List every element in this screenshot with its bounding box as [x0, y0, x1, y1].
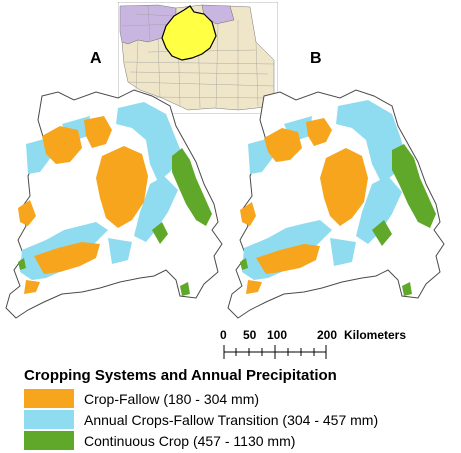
legend-label-continuous-crop: Continuous Crop (457 - 1130 mm) — [84, 432, 296, 449]
scale-tick-200: 200 — [317, 328, 338, 342]
continuous-crop-zone — [402, 282, 412, 296]
legend-label-transition: Annual Crops-Fallow Transition (304 - 45… — [84, 411, 379, 428]
legend-swatch-transition — [24, 410, 74, 429]
panel-label-a: A — [90, 50, 102, 67]
continuous-crop-zone — [180, 282, 190, 296]
scale-unit: Kilometers — [344, 328, 407, 342]
crop-fallow-zone — [42, 126, 82, 164]
scale-tick-0: 0 — [220, 328, 227, 342]
transition-zone — [336, 100, 406, 184]
continuous-crop-zone — [172, 148, 212, 226]
legend-swatch-continuous-crop — [24, 431, 74, 450]
continuous-crop-zone — [18, 258, 26, 270]
continuous-crop-zone — [240, 258, 248, 270]
transition-zone — [108, 238, 132, 264]
legend-label-crop-fallow: Crop-Fallow (180 - 304 mm) — [84, 390, 260, 407]
transition-zone — [134, 176, 178, 242]
transition-zone — [356, 176, 402, 244]
map-panel-a — [5, 89, 223, 319]
legend: Crop-Fallow (180 - 304 mm) Annual Crops-… — [24, 388, 378, 451]
transition-zone — [116, 102, 182, 182]
continuous-crop-zone — [392, 144, 436, 228]
scale-bar — [223, 345, 327, 359]
scale-tick-50: 50 — [243, 328, 257, 342]
panel-label-b: B — [310, 50, 322, 67]
legend-item-crop-fallow: Crop-Fallow (180 - 304 mm) — [24, 388, 378, 409]
inset-tan-region — [121, 4, 275, 111]
transition-zone — [330, 238, 356, 266]
continuous-crop-zone — [372, 220, 392, 246]
legend-item-continuous-crop: Continuous Crop (457 - 1130 mm) — [24, 430, 378, 451]
map-panel-b — [227, 89, 445, 319]
crop-fallow-zone — [264, 128, 302, 162]
legend-swatch-crop-fallow — [24, 389, 74, 408]
crop-fallow-zone — [96, 146, 148, 228]
inset-study-area — [161, 5, 217, 61]
crop-fallow-zone — [306, 118, 332, 146]
continuous-crop-zone — [152, 222, 168, 244]
legend-item-transition: Annual Crops-Fallow Transition (304 - 45… — [24, 409, 378, 430]
crop-fallow-zone — [246, 280, 262, 294]
crop-fallow-zone — [24, 280, 40, 294]
crop-fallow-zone — [18, 200, 36, 226]
crop-fallow-zone — [84, 116, 112, 148]
legend-title: Cropping Systems and Annual Precipitatio… — [24, 367, 337, 384]
scale-tick-100: 100 — [267, 328, 288, 342]
crop-fallow-zone — [256, 244, 320, 274]
crop-fallow-zone — [240, 202, 256, 226]
crop-fallow-zone — [34, 242, 100, 274]
crop-fallow-zone — [320, 148, 368, 226]
